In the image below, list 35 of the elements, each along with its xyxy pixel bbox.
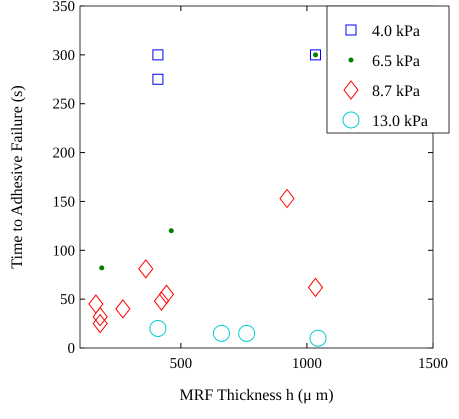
legend-label: 6.5 kPa: [372, 53, 420, 70]
legend-label: 4.0 kPa: [372, 23, 420, 40]
point: [310, 330, 327, 347]
legend-label: 13.0 kPa: [372, 113, 428, 130]
point: [149, 320, 166, 337]
y-tick-label: 250: [52, 96, 75, 113]
point: [92, 314, 108, 334]
point: [92, 307, 108, 326]
point: [152, 74, 164, 85]
point: [238, 324, 256, 342]
point: [152, 49, 164, 60]
point: [154, 292, 169, 311]
point: [308, 278, 323, 297]
x-tick-label: 1500: [418, 356, 448, 372]
point: [158, 284, 174, 304]
y-tick-label: 0: [68, 341, 75, 357]
legend-label: 8.7 kPa: [372, 83, 420, 100]
y-tick-label: 350: [52, 0, 75, 15]
y-tick-label: 200: [52, 146, 75, 162]
x-axis-title: MRF Thickness h (μ m): [179, 387, 334, 404]
point: [168, 228, 174, 234]
y-tick-label: 100: [52, 243, 75, 260]
point: [310, 49, 321, 60]
point: [88, 294, 104, 314]
point: [115, 299, 130, 318]
point: [99, 265, 104, 270]
y-tick-label: 300: [52, 48, 75, 64]
point: [138, 259, 154, 278]
y-tick-label: 50: [60, 292, 75, 308]
x-tick-label: 1000: [292, 356, 322, 372]
y-tick-label: 150: [52, 194, 75, 210]
point: [212, 324, 230, 342]
point: [280, 188, 295, 208]
y-axis-title: Time to Adhesive Failure (s): [9, 85, 26, 269]
x-tick-label: 500: [170, 356, 192, 372]
